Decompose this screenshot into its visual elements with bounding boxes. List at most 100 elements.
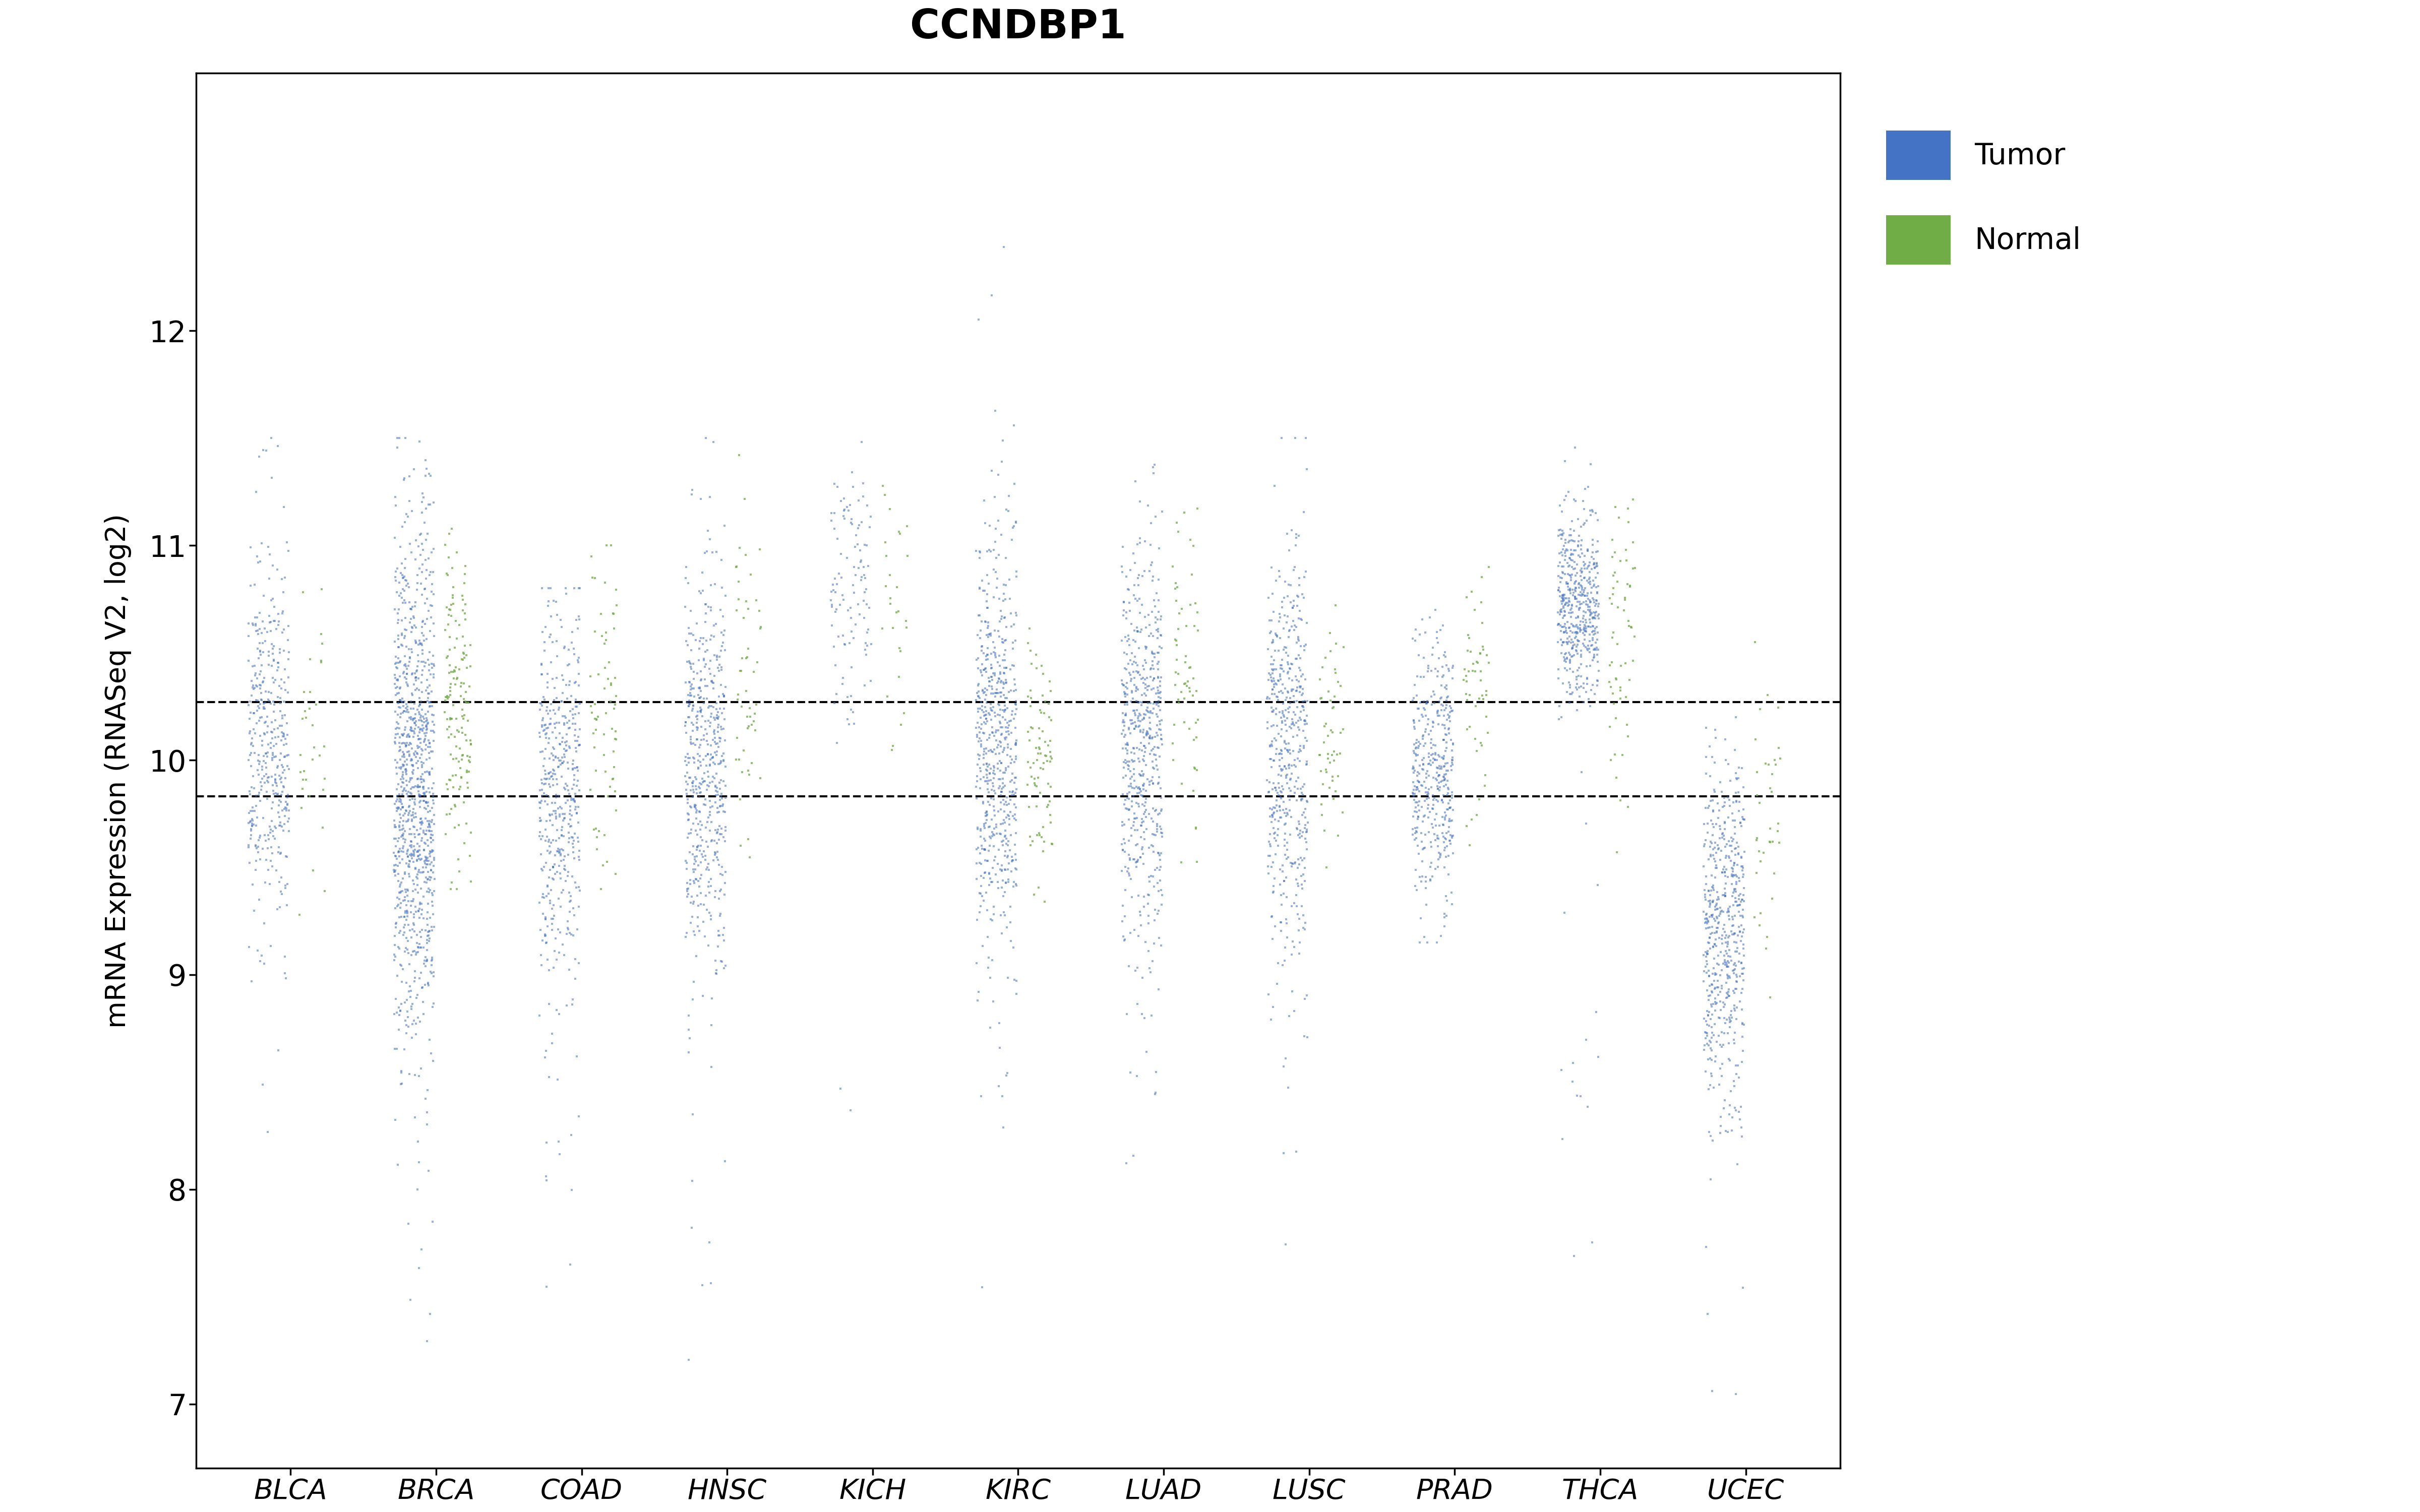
Point <box>1556 538 1595 562</box>
Point <box>392 984 431 1009</box>
Point <box>702 823 741 847</box>
Point <box>397 742 436 767</box>
Point <box>1602 549 1641 573</box>
Point <box>1396 736 1435 761</box>
Point <box>1716 809 1754 833</box>
Point <box>1612 615 1650 640</box>
Point <box>980 662 1019 686</box>
Point <box>443 584 482 608</box>
Point <box>990 844 1028 868</box>
Point <box>1275 618 1314 643</box>
Point <box>578 826 617 850</box>
Point <box>670 694 709 718</box>
Point <box>1280 765 1319 789</box>
Point <box>392 661 431 685</box>
Point <box>1706 883 1745 907</box>
Point <box>1270 1004 1309 1028</box>
Point <box>724 606 762 631</box>
Point <box>1558 1084 1597 1108</box>
Point <box>1251 797 1290 821</box>
Point <box>1428 685 1467 709</box>
Point <box>1118 653 1157 677</box>
Point <box>1314 685 1353 709</box>
Point <box>1140 857 1179 881</box>
Point <box>394 614 433 638</box>
Point <box>687 674 726 699</box>
Point <box>983 606 1021 631</box>
Point <box>254 824 293 848</box>
Point <box>1561 638 1600 662</box>
Point <box>1709 900 1747 924</box>
Point <box>387 844 426 868</box>
Point <box>520 1004 559 1028</box>
Point <box>387 798 426 823</box>
Point <box>990 587 1028 611</box>
Point <box>528 696 566 720</box>
Point <box>1551 644 1590 668</box>
Point <box>1128 665 1166 689</box>
Point <box>390 730 428 754</box>
Point <box>1706 863 1745 888</box>
Point <box>1602 653 1641 677</box>
Point <box>697 783 736 807</box>
Point <box>407 627 445 652</box>
Point <box>242 638 281 662</box>
Point <box>1558 641 1597 665</box>
Point <box>1396 774 1435 798</box>
Point <box>402 718 440 742</box>
Point <box>1701 813 1740 838</box>
Point <box>1287 1025 1326 1049</box>
Point <box>1174 727 1212 751</box>
Point <box>963 638 1002 662</box>
Point <box>387 656 426 680</box>
Point <box>1021 736 1060 761</box>
Point <box>1106 724 1145 748</box>
Point <box>1687 945 1725 969</box>
Point <box>1104 629 1142 653</box>
Point <box>1404 795 1442 820</box>
Point <box>1300 742 1338 767</box>
Point <box>520 724 559 748</box>
Point <box>1108 689 1147 714</box>
Point <box>1423 727 1462 751</box>
Point <box>1566 553 1604 578</box>
Point <box>704 685 743 709</box>
Point <box>249 567 288 591</box>
Point <box>961 626 999 650</box>
Point <box>1556 614 1595 638</box>
Point <box>687 856 726 880</box>
Point <box>828 599 866 623</box>
Point <box>1551 650 1590 674</box>
Point <box>997 981 1036 1005</box>
Point <box>958 307 997 331</box>
Point <box>404 1002 443 1027</box>
Point <box>1721 756 1759 780</box>
Point <box>673 1169 711 1193</box>
Point <box>394 803 433 827</box>
Point <box>1266 907 1304 931</box>
Point <box>382 839 421 863</box>
Point <box>1012 617 1050 641</box>
Point <box>1266 730 1304 754</box>
Point <box>680 637 719 661</box>
Point <box>411 640 450 664</box>
Point <box>1740 697 1779 721</box>
Point <box>409 686 448 711</box>
Point <box>387 733 426 758</box>
Point <box>402 783 440 807</box>
Point <box>450 748 489 773</box>
Point <box>540 732 578 756</box>
Point <box>1571 594 1609 618</box>
Point <box>832 620 871 644</box>
Point <box>1759 696 1798 720</box>
Point <box>1692 936 1730 960</box>
Point <box>1176 614 1215 638</box>
Point <box>1709 829 1747 853</box>
Point <box>1280 853 1319 877</box>
Point <box>1762 747 1800 771</box>
Point <box>394 697 433 721</box>
Point <box>445 832 484 856</box>
Point <box>1404 774 1442 798</box>
Point <box>1406 892 1445 916</box>
Point <box>985 774 1024 798</box>
